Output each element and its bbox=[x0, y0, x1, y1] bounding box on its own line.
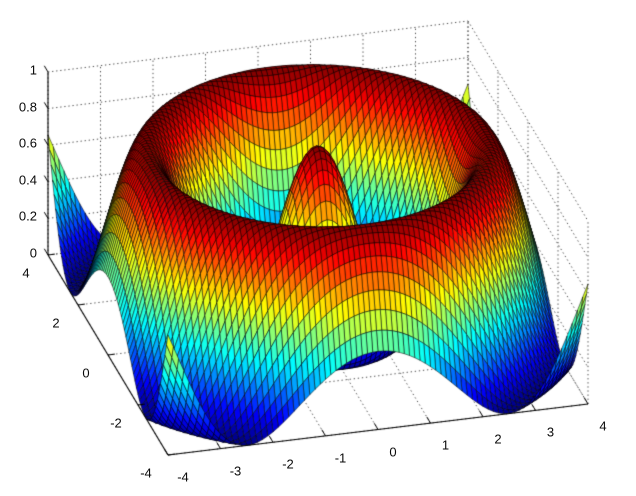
matlab-3d-surface-figure: -4 -3 -2 -1 0 1 2 3 4 -4 -2 0 2 4 0 0.2 0.4 0.6 0.8 1 bbox=[0, 0, 636, 496]
surface-plot-canvas bbox=[0, 0, 636, 496]
